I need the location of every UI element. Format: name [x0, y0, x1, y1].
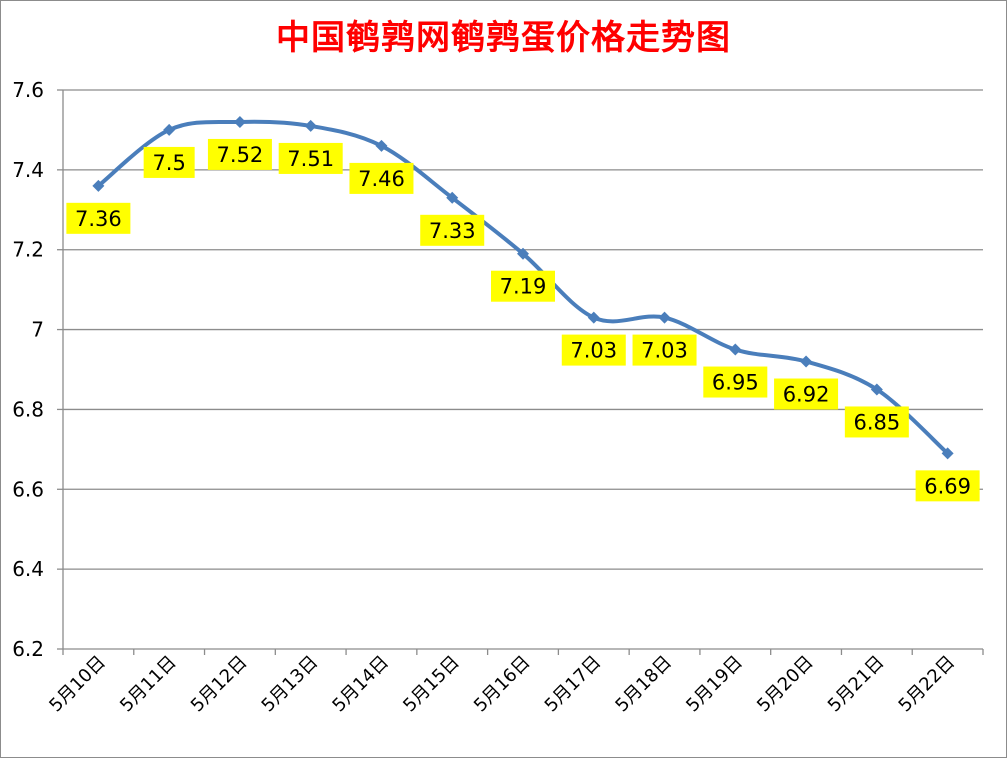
data-point-marker	[870, 383, 883, 396]
data-label: 7.51	[287, 147, 334, 171]
data-label-bg	[491, 270, 555, 302]
y-tick-label: 7.2	[12, 238, 44, 262]
series	[92, 115, 954, 460]
y-tick-label: 6.8	[12, 397, 44, 421]
data-label-bg	[703, 366, 768, 398]
x-tick-label: 5月11日	[116, 652, 181, 717]
x-tick-label: 5月22日	[895, 652, 960, 717]
x-tick-label: 5月17日	[541, 652, 606, 717]
data-labels: 7.36 7.5 7.52 7.51 7.46 7.33 7.19 7.03 7.03 6.95 6…	[66, 138, 980, 502]
data-label: 7.03	[570, 339, 617, 363]
data-label-bg	[420, 214, 485, 246]
data-point-marker	[587, 311, 600, 324]
chart-title: 中国鹌鹑网鹌鹑蛋价格走势图	[276, 18, 731, 58]
y-tick-label: 6.6	[12, 477, 44, 501]
y-tick-label: 6.2	[12, 637, 44, 661]
data-point-marker	[304, 119, 317, 132]
y-tick-label: 6.4	[12, 557, 44, 581]
data-label-bg	[632, 334, 697, 366]
y-tick-label: 7.6	[12, 78, 44, 102]
data-point-marker	[941, 447, 954, 460]
x-tick-label: 5月21日	[824, 652, 889, 717]
data-label: 7.5	[152, 151, 185, 175]
data-label-bg	[278, 142, 343, 174]
data-point-marker	[517, 247, 529, 260]
data-point-marker	[375, 139, 388, 152]
data-label-bg	[66, 202, 131, 234]
data-label: 7.46	[358, 167, 405, 191]
data-point-marker	[800, 355, 813, 368]
data-label-bg	[143, 146, 195, 178]
data-label-bg	[207, 138, 272, 170]
data-point-marker	[446, 191, 459, 204]
gridlines	[63, 89, 983, 570]
data-label: 7.52	[217, 143, 264, 167]
data-label-bg	[774, 378, 839, 410]
data-point-marker	[92, 179, 105, 192]
data-label-bg	[561, 334, 626, 366]
data-point-marker	[729, 343, 742, 356]
data-point-marker	[233, 115, 246, 128]
data-point-marker	[658, 311, 671, 324]
data-label: 6.69	[924, 474, 971, 498]
x-tick-label: 5月10日	[45, 652, 110, 717]
data-label-bg	[349, 162, 414, 194]
y-axis-ticks: 6.2 6.4 6.6 6.8 7 7.2 7.4 7.6	[12, 78, 63, 661]
x-tick-label: 5月18日	[611, 652, 676, 717]
x-tick-label: 5月13日	[258, 652, 323, 717]
x-tick-label: 5月20日	[753, 652, 818, 717]
x-tick-label: 5月15日	[399, 652, 464, 717]
data-label-bg	[844, 406, 909, 438]
data-label: 7.03	[641, 339, 688, 363]
data-label: 6.85	[853, 410, 900, 434]
axes	[62, 90, 983, 650]
data-point-marker	[163, 123, 176, 136]
data-label: 7.33	[429, 219, 476, 243]
x-axis-ticks: 5月10日 5月11日 5月12日 5月13日 5月14日 5月15日 5月16日 5月17日…	[45, 649, 984, 717]
y-tick-label: 7	[31, 318, 44, 342]
x-tick-label: 5月19日	[682, 652, 747, 717]
data-label: 6.95	[712, 371, 759, 395]
y-tick-label: 7.4	[12, 158, 44, 182]
x-tick-label: 5月16日	[470, 652, 535, 717]
data-label: 7.19	[500, 275, 547, 299]
data-label-bg	[915, 470, 980, 502]
x-tick-label: 5月12日	[187, 652, 252, 717]
data-label: 7.36	[75, 207, 122, 231]
x-tick-label: 5月14日	[328, 652, 393, 717]
data-label: 6.92	[783, 383, 830, 407]
